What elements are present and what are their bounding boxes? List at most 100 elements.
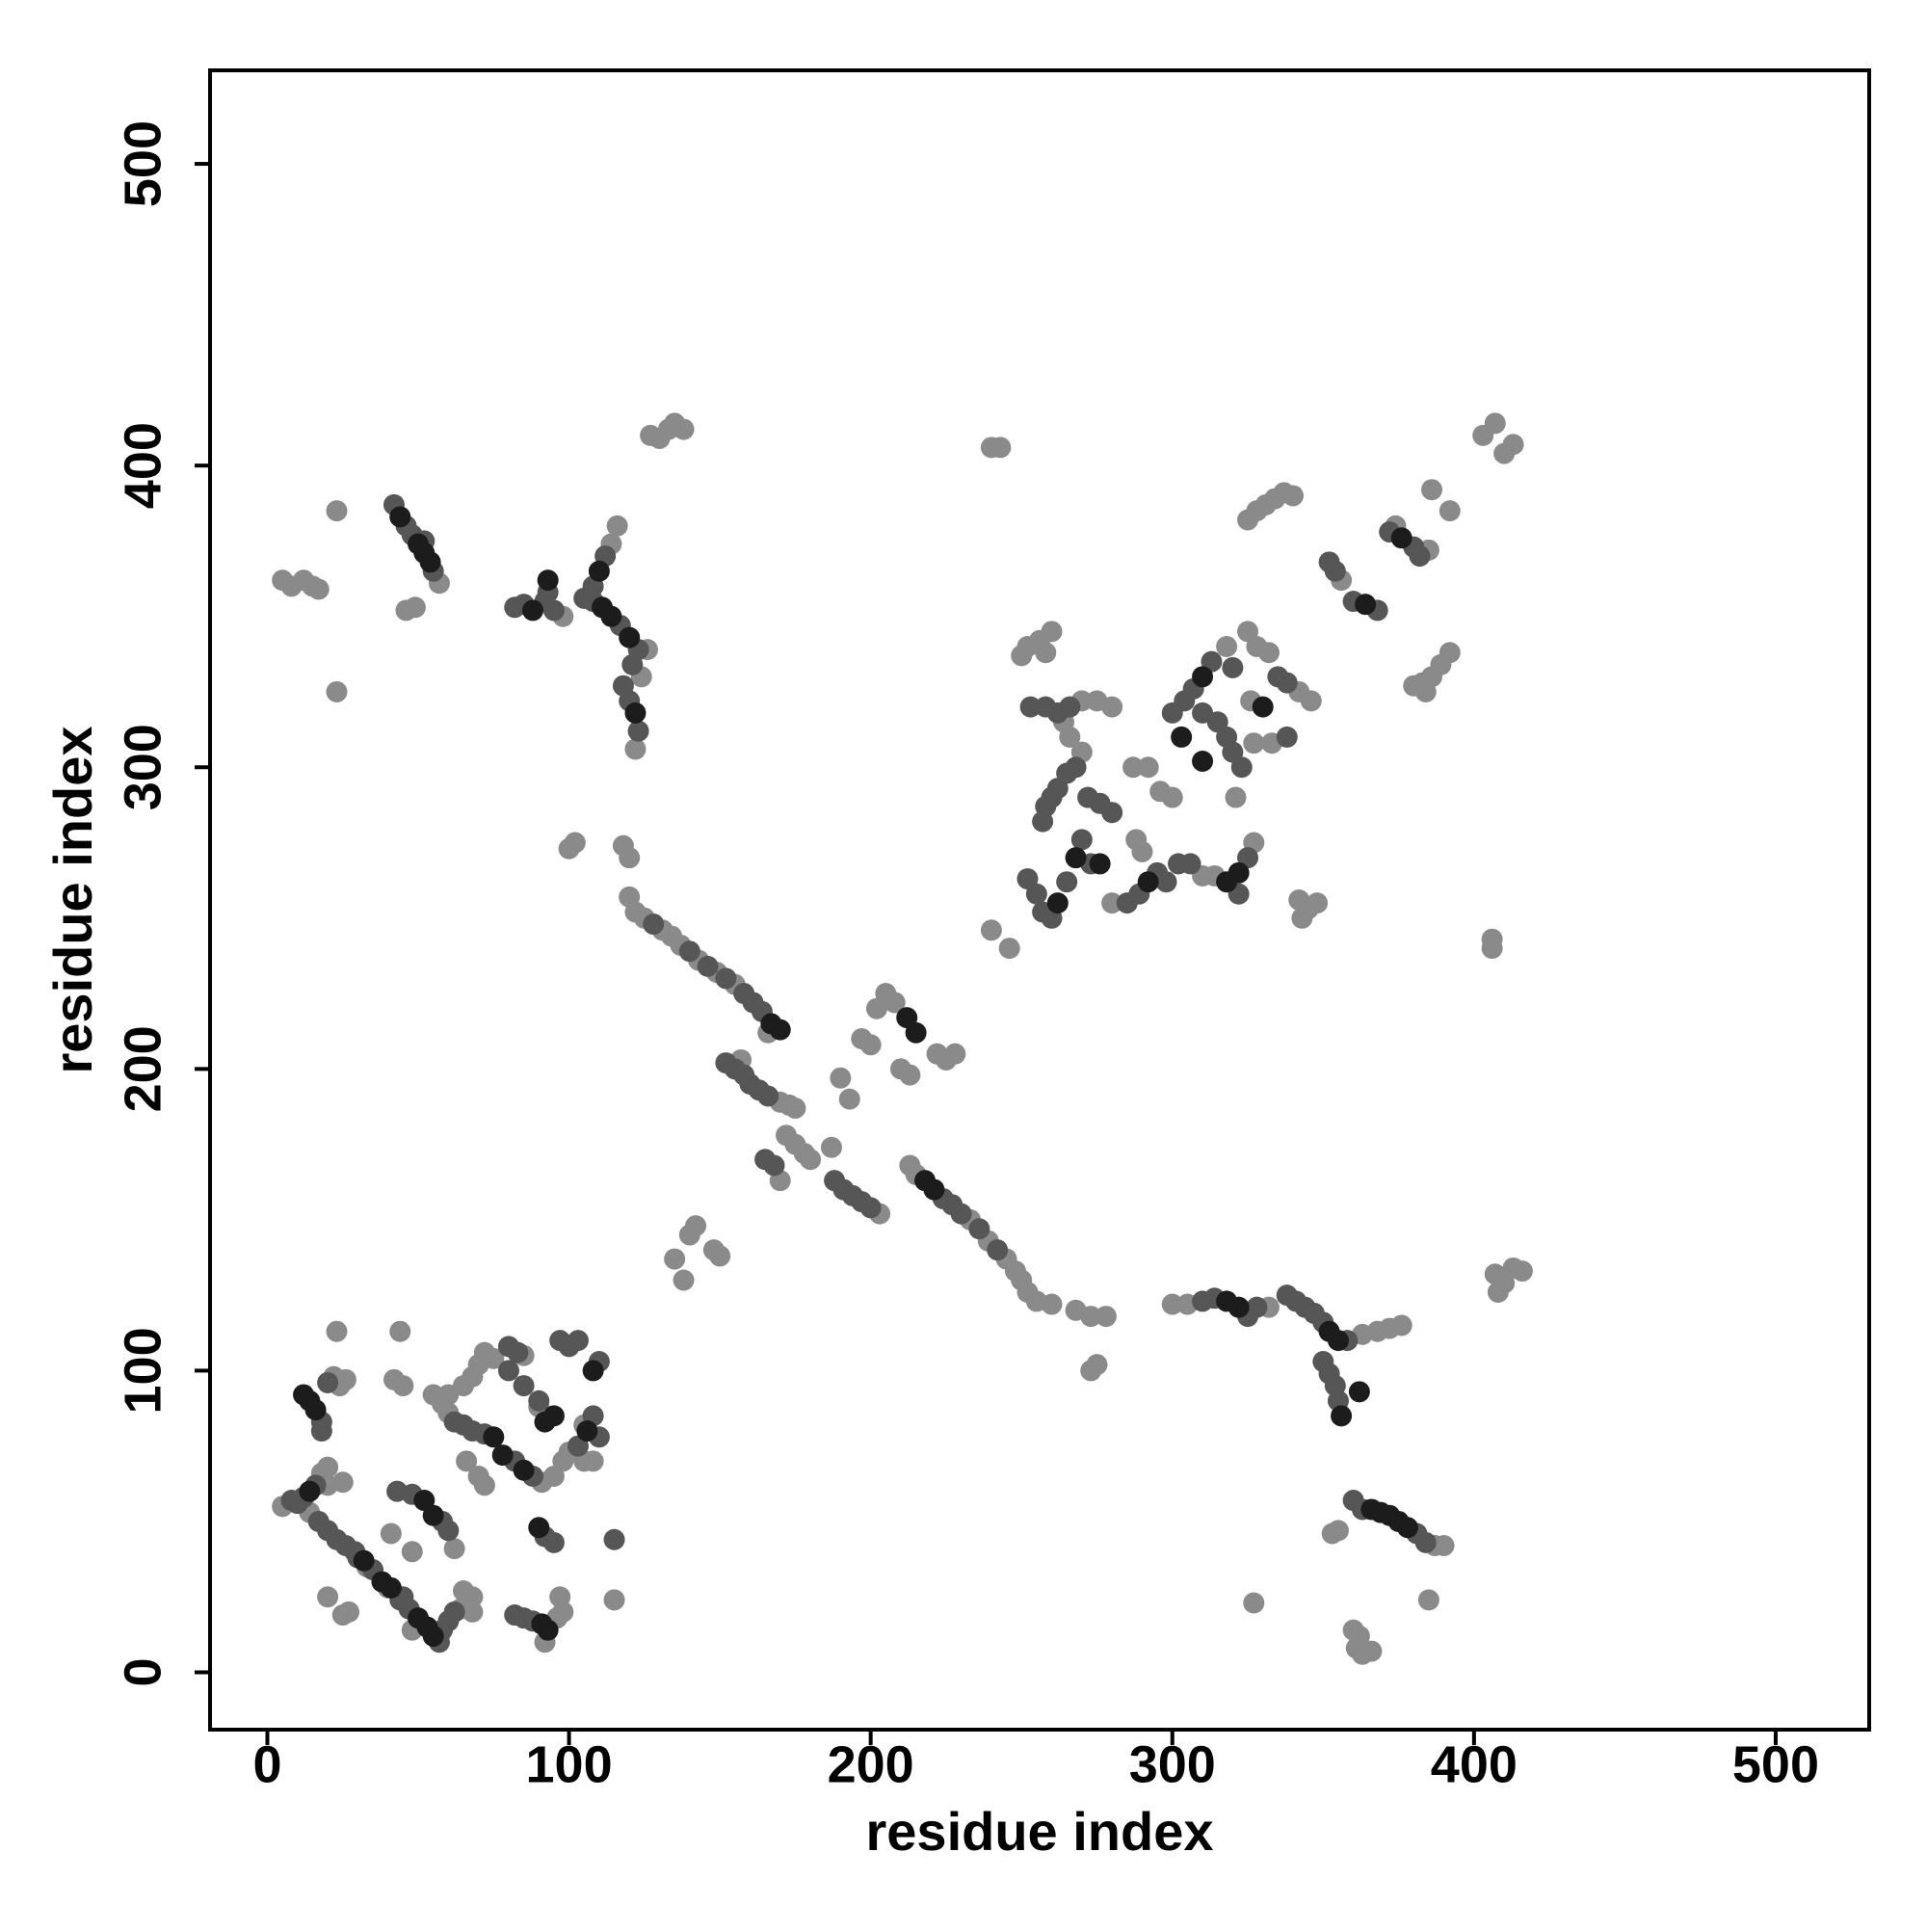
data-point [838,1088,860,1110]
data-point [1041,1293,1063,1315]
data-point [386,1480,409,1502]
data-point [307,578,330,600]
data-point [317,1586,339,1608]
data-point [1101,892,1123,914]
x-tick-label: 100 [526,1735,613,1793]
data-point [830,1067,852,1089]
data-point [401,1541,423,1563]
data-point [1360,1640,1383,1662]
data-point [968,1218,990,1240]
data-point [673,1269,695,1291]
data-point [392,1375,414,1397]
data-point [443,1538,465,1560]
data-point [1225,786,1247,808]
data-point [1331,1405,1353,1427]
data-point [513,1459,535,1481]
data-point [1257,642,1280,664]
data-point [1252,696,1274,718]
data-point [678,940,700,963]
data-point [1065,847,1087,869]
data-point [528,1389,550,1412]
data-point [859,1034,882,1056]
data-point [1192,750,1214,772]
data-point [673,418,695,440]
data-point [404,596,426,619]
data-point [1035,642,1057,664]
data-point [1025,883,1047,905]
data-point [1481,938,1503,960]
data-point [576,1420,598,1442]
data-point [709,1245,731,1267]
data-point [600,605,622,627]
data-point [1502,434,1524,456]
data-point [624,738,647,760]
data-point [1414,1531,1437,1553]
data-point [310,1420,332,1442]
data-point [1276,672,1298,694]
data-point [1216,726,1238,748]
data-point [437,1520,460,1542]
data-point [304,1399,327,1421]
data-point [1101,802,1123,824]
data-point [606,515,628,537]
data-point [1318,1320,1340,1342]
x-tick-label: 200 [828,1735,914,1793]
data-point [389,1320,411,1342]
data-point [1070,829,1093,851]
y-tick-label: 500 [114,120,172,207]
data-point [1216,1290,1238,1312]
data-point [899,1064,921,1086]
data-point [1222,656,1244,678]
data-point [987,1239,1009,1261]
data-point [1080,1306,1102,1328]
data-point [437,1384,460,1406]
data-point [950,1203,972,1225]
data-point [317,1371,339,1393]
x-tick-label: 300 [1129,1735,1216,1793]
data-point [588,560,610,582]
data-point [380,1522,402,1545]
data-point [326,680,348,702]
data-point [603,1589,625,1611]
data-point [462,1601,484,1623]
data-point [859,1197,882,1219]
data-point [1484,412,1506,435]
y-tick-label: 100 [114,1327,172,1414]
data-point [1355,594,1377,616]
data-point [528,1517,550,1539]
data-point [627,720,649,742]
data-point [567,1330,589,1352]
data-point [1390,1314,1412,1337]
data-point [1288,889,1310,911]
data-point [522,599,544,622]
data-point [582,1360,604,1382]
data-point [299,1480,321,1502]
data-point [760,1013,782,1035]
data-point [1417,1589,1439,1611]
data-point [1439,642,1461,664]
data-point [1216,636,1238,658]
data-point [697,955,719,977]
data-point [1487,1282,1509,1304]
x-tick-label: 500 [1732,1735,1819,1793]
data-point [1433,1535,1455,1557]
data-point [334,1368,356,1390]
data-point [1059,696,1081,718]
data-point [422,1625,444,1647]
data-point [980,919,1002,941]
x-tick-label: 400 [1431,1735,1518,1793]
data-point [564,832,586,854]
data-point [784,1098,806,1120]
data-point [419,551,441,573]
y-tick-label: 0 [114,1657,172,1686]
data-point [1276,726,1298,748]
data-point [1155,871,1177,893]
data-point [443,1601,465,1623]
data-point [371,1571,393,1593]
data-point [1080,1360,1102,1382]
data-point [1056,871,1078,893]
data-point [624,701,647,724]
x-axis-label: residue index [865,1801,1213,1862]
data-point [619,626,641,648]
